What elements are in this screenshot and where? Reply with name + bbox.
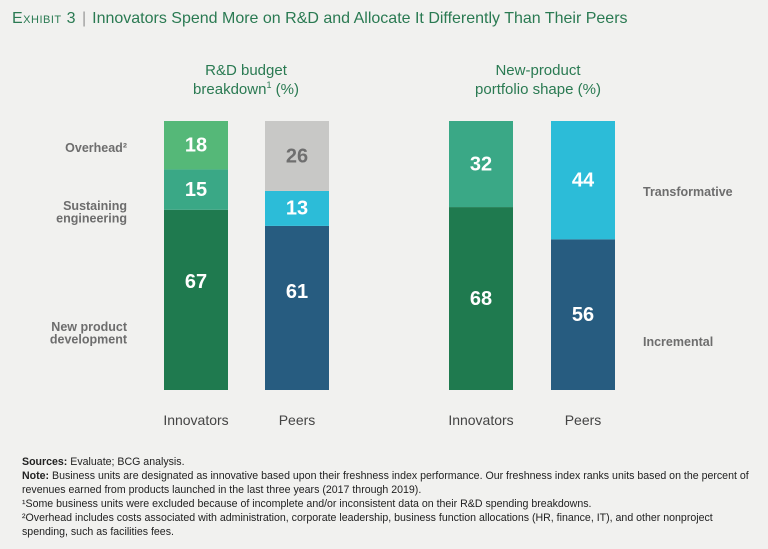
value-label-peers-overhead: 26 — [286, 145, 308, 167]
bar-peers-new-product-development — [265, 225, 329, 390]
sources-line: Sources: Evaluate; BCG analysis. — [22, 456, 185, 468]
bar-innovators-new-product-development — [164, 209, 228, 390]
bar-innovators-incremental — [449, 207, 513, 390]
series-label-incremental: Incremental — [643, 335, 713, 349]
value-label-peers-new-product-development: 61 — [286, 281, 308, 303]
series-label-overhead: Overhead² — [65, 141, 127, 155]
exhibit-number: Exhibit 3 — [12, 10, 76, 27]
chart-title: R&D budget breakdown1 (%) — [193, 62, 299, 98]
note-line: Note: Business units are designated as i… — [22, 470, 749, 496]
value-label-innovators-overhead: 18 — [185, 134, 207, 156]
value-label-innovators-sustaining-engineering: 15 — [185, 179, 207, 201]
bar-innovators-overhead — [164, 121, 228, 170]
bar-peers-sustaining-engineering — [265, 190, 329, 226]
portfolio-shape-chart: New-product portfolio shape (%) 68 32 Innova… — [448, 62, 732, 428]
value-label-peers-sustaining-engineering: 13 — [286, 198, 308, 220]
category-label-innovators: Innovators — [163, 412, 228, 428]
bar-innovators-sustaining-engineering — [164, 169, 228, 210]
series-label-sustaining-engineering: Sustaining engineering — [56, 199, 127, 226]
title-separator: | — [81, 10, 87, 27]
value-label-innovators-transformative: 32 — [470, 153, 492, 175]
value-label-peers-transformative: 44 — [572, 169, 595, 191]
chart-notes: Sources: Evaluate; BCG analysis. Note: B… — [22, 455, 752, 539]
bar-innovators-transformative — [449, 121, 513, 208]
series-label-transformative: Transformative — [643, 185, 733, 199]
chart-title: New-product portfolio shape (%) — [475, 62, 601, 98]
exhibit-title: Exhibit 3 | Innovators Spend More on R&D a… — [12, 10, 628, 28]
category-label-peers: Peers — [279, 412, 316, 428]
bar-peers-transformative — [551, 121, 615, 240]
footnote-1: ¹Some business units were excluded becau… — [22, 498, 592, 510]
bar-peers-overhead — [265, 121, 329, 191]
exhibit-heading: Innovators Spend More on R&D and Allocat… — [92, 10, 628, 27]
value-label-peers-incremental: 56 — [572, 304, 594, 326]
category-label-innovators: Innovators — [448, 412, 513, 428]
footnote-2: ²Overhead includes costs associated with… — [22, 512, 713, 538]
series-label-new-product-development: New product development — [50, 320, 128, 347]
rd-budget-chart: R&D budget breakdown1 (%) 67 15 18 Innovators… — [50, 62, 329, 428]
value-label-innovators-new-product-development: 67 — [185, 271, 207, 293]
value-label-innovators-incremental: 68 — [470, 288, 492, 310]
bar-peers-incremental — [551, 239, 615, 390]
category-label-peers: Peers — [565, 412, 602, 428]
